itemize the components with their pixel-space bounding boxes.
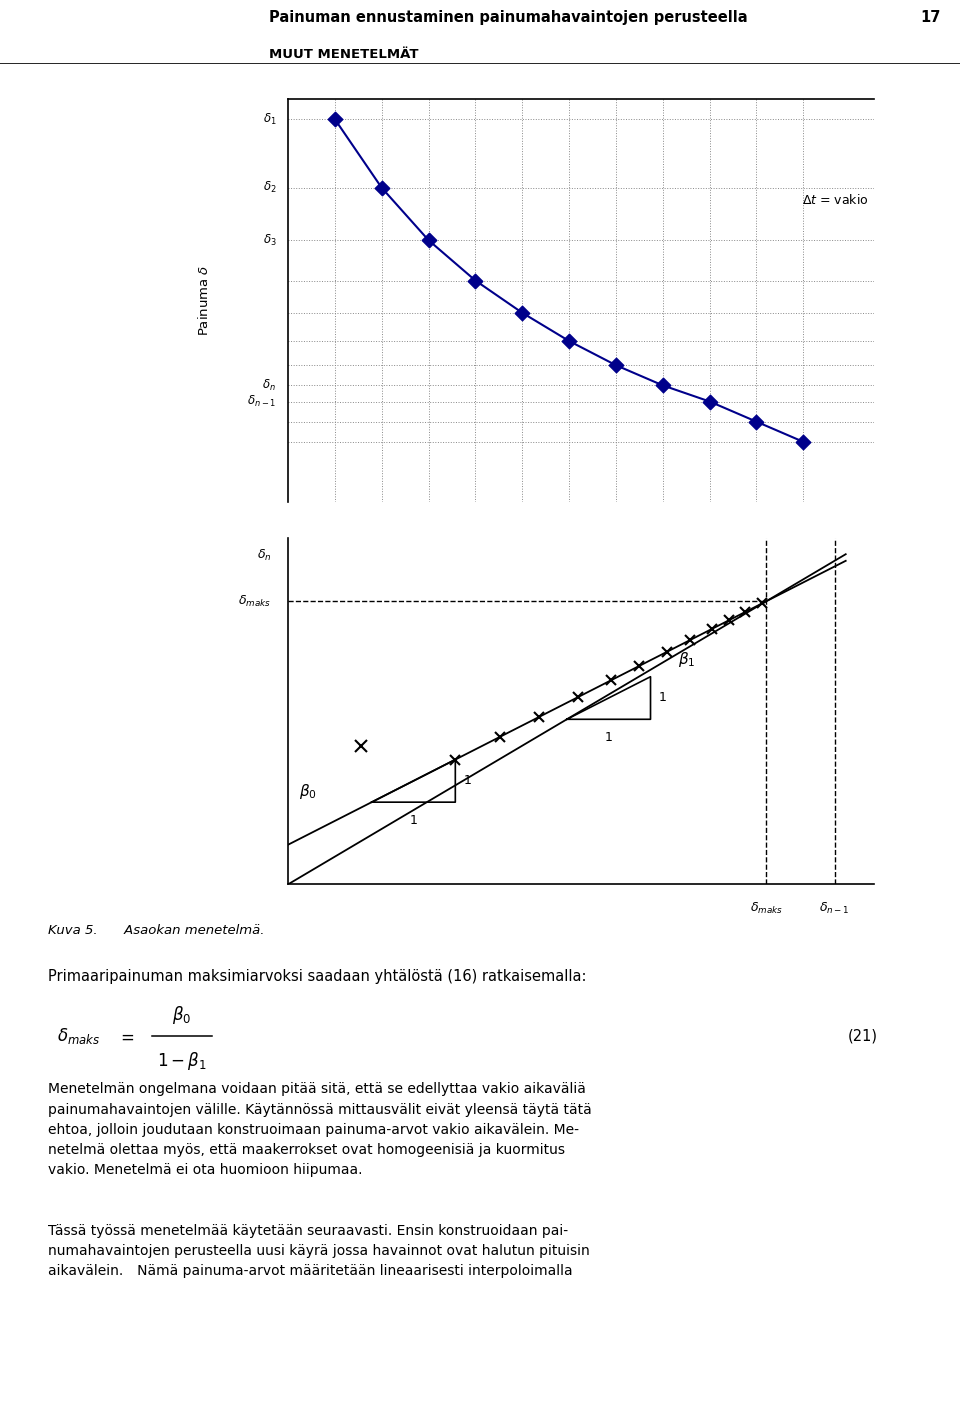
Text: $t_2$: $t_2$	[376, 608, 388, 623]
Text: $\beta_0$: $\beta_0$	[300, 782, 317, 801]
Point	[327, 108, 343, 130]
Text: 1: 1	[410, 814, 418, 826]
Text: $t_{n-1}$: $t_{n-1}$	[649, 608, 677, 623]
Text: $t_n$: $t_n$	[704, 608, 715, 623]
Text: $\delta_{maks}$: $\delta_{maks}$	[57, 1026, 100, 1047]
Text: MUUT MENETELMÄT: MUUT MENETELMÄT	[269, 48, 419, 61]
Text: Kuva 5.  Asaokan menetelmä.: Kuva 5. Asaokan menetelmä.	[48, 924, 265, 937]
Point	[749, 410, 764, 433]
Text: $\Delta t$ = vakio: $\Delta t$ = vakio	[803, 192, 869, 207]
Point	[702, 391, 717, 413]
Text: $\delta_n$: $\delta_n$	[256, 548, 272, 563]
Text: Aika t: Aika t	[833, 610, 869, 623]
Text: $t_1$: $t_1$	[329, 608, 341, 623]
Point	[374, 177, 390, 200]
Point	[796, 430, 811, 453]
Text: $\delta_{n-1}$: $\delta_{n-1}$	[248, 393, 276, 409]
Text: $\delta_{n-1}$: $\delta_{n-1}$	[819, 901, 850, 916]
Text: Painuman ennustaminen painumahavaintojen perusteella: Painuman ennustaminen painumahavaintojen…	[269, 10, 748, 24]
Point	[515, 301, 530, 324]
Text: $\beta_0$: $\beta_0$	[172, 1003, 192, 1026]
Text: $\delta_n$: $\delta_n$	[262, 378, 276, 393]
Text: 1: 1	[659, 692, 667, 705]
Text: Menetelmän ongelmana voidaan pitää sitä, että se edellyttaa vakio aikaväliä
pain: Menetelmän ongelmana voidaan pitää sitä,…	[48, 1082, 591, 1177]
Text: $\beta_1$: $\beta_1$	[679, 651, 696, 669]
Text: $1 - \beta_1$: $1 - \beta_1$	[156, 1050, 207, 1073]
Text: Painuma $\delta$: Painuma $\delta$	[197, 265, 210, 337]
Text: Tässä työssä menetelmää käytetään seuraavasti. Ensin konstruoidaan pai-
numahava: Tässä työssä menetelmää käytetään seuraa…	[48, 1224, 589, 1278]
Point	[562, 330, 577, 352]
Text: 17: 17	[921, 10, 941, 24]
Text: $\delta_{maks}$: $\delta_{maks}$	[238, 594, 272, 608]
Point	[420, 229, 436, 252]
Text: 1: 1	[464, 774, 471, 787]
Point	[468, 269, 483, 291]
Text: (21): (21)	[848, 1029, 877, 1044]
Point	[655, 374, 670, 396]
Text: $\delta_{maks}$: $\delta_{maks}$	[750, 901, 782, 916]
Point	[609, 354, 624, 376]
Text: Primaaripainuman maksimiarvoksi saadaan yhtälöstä (16) ratkaisemalla:: Primaaripainuman maksimiarvoksi saadaan …	[48, 969, 587, 983]
Text: $\delta_1$: $\delta_1$	[263, 112, 276, 127]
Text: $\delta_2$: $\delta_2$	[263, 180, 276, 195]
Text: $t_3$: $t_3$	[422, 608, 435, 623]
Text: $\delta_3$: $\delta_3$	[263, 232, 276, 248]
Text: 1: 1	[605, 732, 612, 744]
Text: $=$: $=$	[117, 1027, 134, 1046]
